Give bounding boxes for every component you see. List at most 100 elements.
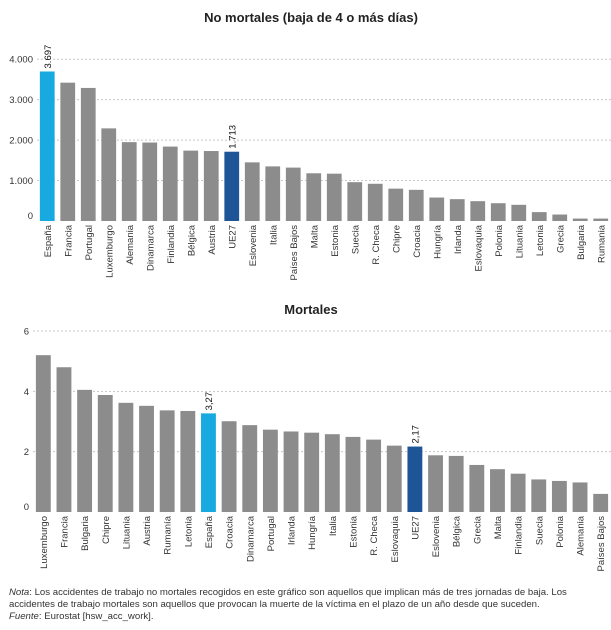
bar-eslovenia [244,162,260,221]
bar-grecia [469,464,485,512]
x-tick-label: Rumanía [163,515,174,554]
bar-polonia [551,480,567,512]
x-tick-label: Hungría [432,224,443,259]
x-tick-label: Eslovaquia [390,515,401,562]
x-tick-label: España [204,515,215,548]
bar-estonia [326,173,342,221]
x-tick-label: Alemania [125,224,136,264]
note-text: : Los accidentes de trabajo no mortales … [9,587,567,610]
x-tick-label: Eslovenia [431,515,442,557]
x-tick-label: Suecia [534,515,545,545]
source-text: : Eurostat [hsw_acc_work]. [38,611,154,622]
chart-non-fatal: 0 1.000 2.000 3.000 4.000 España Francia Portug… [9,45,611,281]
bar-luxemburgo [35,355,51,512]
footnote-note: Nota: Los accidentes de trabajo no morta… [9,587,609,611]
bar-austria [203,151,219,221]
x-tick-label: Chipre [391,225,402,253]
y-tick-label: 3.000 [9,95,33,106]
bar-grecia [552,214,568,221]
bar-polonia [490,203,506,221]
x-tick-label: Irlanda [287,515,298,545]
bar-rumania [159,410,175,512]
data-label-espana: 3.697 [43,45,54,69]
bar-r-checa [367,183,383,221]
x-tick-label: Chipre [101,516,112,544]
x-tick-label: Bélgica [452,515,463,547]
bar-croacia [408,189,424,221]
x-tick-label: Portugal [84,225,95,260]
x-tick-label: Austria [142,515,153,545]
y-tick-label: 4.000 [9,55,33,66]
bar-lituania [511,204,527,221]
bar-hungria [304,432,320,512]
note-label: Nota [9,587,30,598]
x-tick-label: Finlandia [514,515,525,554]
x-tick-label: Austria [207,224,218,254]
bar-suecia [531,479,547,512]
bar-finlandia [510,473,526,512]
bar-belgica [183,150,199,221]
x-tick-label: Países Bajos [289,225,300,281]
bar-portugal [262,429,278,512]
y-tick-label: 2.000 [9,136,33,147]
bar-bulgaria [77,389,93,512]
x-tick-label: Luxemburgo [104,225,115,278]
x-tick-label: Francia [59,515,70,547]
bar-irlanda [283,431,299,512]
x-tick-label: Luxemburgo [39,516,50,569]
x-tick-label: Lituania [121,515,132,549]
x-tick-label: Eslovenia [248,224,259,266]
x-tick-label: UE27 [410,516,421,540]
bar-eslovenia [428,455,443,512]
x-tick-label: Lituania [514,224,525,258]
x-tick-label: Países Bajos [596,516,607,572]
bar-letonia [531,212,547,221]
y-tick-label: 0 [28,211,33,222]
chart-fatal: 0 2 4 6 Luxemburgo Francia Bulgaria Chipre Litua… [24,327,611,572]
bar-alemania [121,142,137,221]
bar-italia [265,166,281,221]
bar-belgica [448,455,464,512]
bar-alemania [572,482,588,512]
bar-italia [324,434,340,512]
footnote: Nota: Los accidentes de trabajo no morta… [9,587,609,623]
x-tick-label: Suecia [350,224,361,254]
bar-r-checa [366,439,382,512]
data-label-ue27: 2,17 [410,425,421,444]
x-tick-label: Polonia [494,224,505,256]
x-tick-label: Polonia [555,515,566,547]
bar-finlandia [162,146,178,221]
footnote-source: Fuente: Eurostat [hsw_acc_work]. [9,611,609,623]
bar-portugal [80,87,96,221]
y-tick-label: 1.000 [9,176,33,187]
x-tick-label: Letonia [183,515,194,547]
x-tick-label: Francia [63,224,74,256]
chart-title-non-fatal: No mortales (baja de 4 o más días) [204,10,418,25]
bar-dinamarca [142,142,158,221]
y-tick-label: 0 [24,502,29,513]
bar-irlanda [449,199,465,221]
x-tick-label: Letonia [535,224,546,256]
bar-suecia [347,182,363,221]
bar-dinamarca [242,425,258,512]
x-tick-label: Malta [309,224,320,248]
bar-austria [139,405,154,512]
x-tick-label: R. Checa [369,515,380,555]
bar-espana [201,413,216,512]
x-tick-label: Alemania [576,515,587,555]
x-tick-label: Estonia [348,515,359,547]
x-tick-label: R. Checa [371,224,382,264]
bar-francia [60,82,76,222]
bar-francia [56,367,72,512]
x-tick-label: Dinamarca [245,515,256,562]
chart-title-fatal: Mortales [284,302,337,317]
x-tick-label: Portugal [266,516,277,551]
bar-malta [490,469,505,512]
x-tick-label: Grecia [555,224,566,253]
y-tick-label: 4 [24,387,29,398]
x-tick-label: Irlanda [453,224,464,254]
bar-rumania [593,218,609,221]
bar-letonia [180,410,196,512]
source-label: Fuente [9,611,39,622]
